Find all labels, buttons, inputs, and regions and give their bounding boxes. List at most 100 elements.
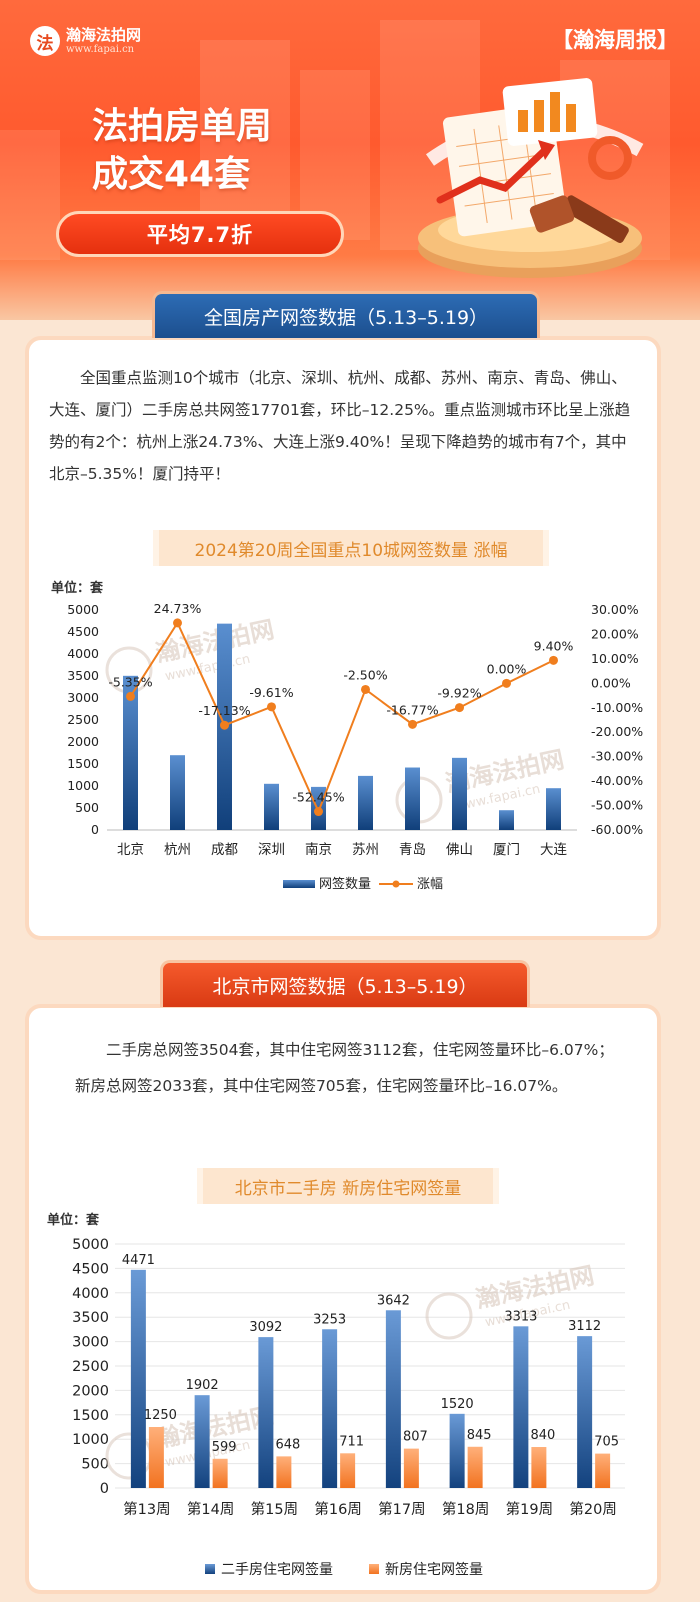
growth-data-label: -52.45%	[292, 790, 344, 805]
x-tick-label: 成都	[211, 842, 238, 858]
y-tick-label: 1000	[72, 1432, 109, 1448]
bar-new-label: 705	[594, 1435, 619, 1450]
bar-苏州	[358, 775, 373, 830]
x-tick-label: 北京	[117, 842, 144, 858]
average-discount-pill: 平均7.7折	[56, 211, 344, 257]
bar-new-label: 1250	[144, 1408, 177, 1423]
bar-new-第15周	[276, 1456, 292, 1488]
national-data-card: 全国重点监测10个城市（北京、深圳、杭州、成都、苏州、南京、青岛、佛山、大连、厦…	[25, 336, 661, 940]
growth-point-南京	[314, 807, 323, 817]
growth-point-成都	[220, 720, 229, 730]
chart2-title: 北京市二手房 新房住宅网签量	[197, 1168, 499, 1204]
y-tick-label: 1500	[72, 1408, 109, 1424]
growth-data-label: -2.50%	[343, 667, 387, 682]
bar-new-第14周	[212, 1458, 228, 1488]
y-tick-label: 500	[81, 1457, 109, 1473]
growth-point-厦门	[502, 678, 511, 688]
growth-point-北京	[126, 691, 135, 701]
legend-resale-label: 二手房住宅网签量	[221, 1561, 333, 1578]
bar-resale-第17周	[385, 1310, 401, 1488]
legend-bar-label: 网签数量	[319, 876, 371, 892]
national-summary-text: 全国重点监测10个城市（北京、深圳、杭州、成都、苏州、南京、青岛、佛山、大连、厦…	[49, 369, 631, 483]
x-tick-label: 第14周	[187, 1500, 234, 1518]
y-right-tick-label: 20.00%	[591, 626, 639, 641]
bar-new-第16周	[340, 1453, 356, 1488]
bar-new-label: 840	[530, 1428, 555, 1443]
growth-point-深圳	[267, 702, 276, 712]
y-tick-label: 3500	[72, 1310, 109, 1326]
hero-title-line1: 法拍房单周	[92, 106, 273, 147]
beijing-bar-chart: 单位：套 0 500 1000 1500 2000 2500 3000 3500 4000 4500…	[47, 1212, 625, 1578]
y-right-tick-label: 10.00%	[591, 651, 639, 666]
bar-resale-label: 1902	[186, 1378, 219, 1393]
legend-bar-swatch	[283, 880, 315, 888]
bar-resale-label: 3253	[313, 1312, 346, 1327]
bar-new-第19周	[531, 1447, 547, 1488]
bar-new-第13周	[148, 1427, 164, 1488]
y-tick-label: 3000	[72, 1335, 109, 1351]
bar-new-第17周	[403, 1448, 419, 1488]
x-tick-label: 苏州	[352, 842, 379, 858]
legend-resale-swatch	[205, 1564, 215, 1574]
growth-data-label: -9.92%	[437, 686, 481, 701]
logo-url: www.fapai.cn	[66, 43, 135, 55]
watermark-seal-icon	[425, 1292, 473, 1340]
growth-point-杭州	[173, 618, 182, 628]
growth-data-label: -9.61%	[249, 685, 293, 700]
legend-line-marker	[392, 880, 400, 888]
bar-resale-label: 4471	[122, 1253, 155, 1268]
growth-point-佛山	[455, 703, 464, 713]
x-tick-label: 第18周	[442, 1500, 489, 1518]
bar-佛山	[452, 757, 467, 830]
chart1-title: 2024第20周全国重点10城网签数量 涨幅	[153, 530, 549, 566]
beijing-summary-text: 二手房总网签3504套，其中住宅网签3112套，住宅网签量环比–6.07%；新房…	[75, 1041, 614, 1095]
x-tick-label: 佛山	[446, 842, 473, 858]
bar-青岛	[405, 767, 420, 830]
weekly-tag: 【瀚海周报】	[552, 28, 678, 52]
growth-point-青岛	[408, 719, 417, 729]
x-tick-label: 厦门	[493, 842, 520, 858]
x-tick-label: 第19周	[506, 1500, 553, 1518]
bar-resale-第14周	[194, 1395, 210, 1488]
y-tick-label: 0	[100, 1481, 109, 1497]
bar-new-label: 599	[212, 1440, 237, 1455]
x-tick-label: 第20周	[569, 1500, 616, 1518]
growth-data-label: -17.13%	[198, 703, 250, 718]
growth-point-苏州	[361, 684, 370, 694]
y-left-tick-label: 3000	[67, 690, 99, 705]
bar-杭州	[170, 755, 185, 830]
bar-new-label: 711	[339, 1434, 364, 1449]
bar-new-label: 807	[403, 1430, 428, 1445]
legend-new-label: 新房住宅网签量	[385, 1561, 483, 1578]
x-tick-label: 第17周	[378, 1500, 425, 1518]
national-bar-line-chart: 单位：套 0 500 1000 1500 2000 2500 3000 3500 4000 4500…	[51, 580, 643, 892]
hero-title: 法拍房单周 成交44套	[92, 103, 272, 199]
y-right-tick-label: -20.00%	[591, 724, 643, 739]
y-left-tick-label: 0	[91, 822, 99, 837]
bar-resale-第18周	[449, 1413, 465, 1488]
bar-resale-第16周	[322, 1329, 338, 1488]
bar-厦门	[499, 810, 514, 830]
brand-logo[interactable]: 法 瀚海法拍网 www.fapai.cn	[30, 26, 141, 56]
y-left-tick-label: 4000	[67, 646, 99, 661]
bar-resale-第15周	[258, 1337, 274, 1488]
y-left-tick-label: 2000	[67, 734, 99, 749]
growth-data-label: 24.73%	[154, 601, 202, 616]
growth-line	[129, 620, 554, 815]
x-tick-label: 大连	[540, 842, 568, 858]
logo-mark: 法	[30, 26, 60, 56]
y-left-tick-label: 2500	[67, 712, 99, 727]
y-left-tick-label: 500	[75, 800, 99, 815]
x-tick-label: 青岛	[399, 842, 426, 858]
bar-大连	[546, 788, 561, 830]
logo-name: 瀚海法拍网	[66, 25, 142, 44]
y-tick-label: 5000	[72, 1237, 109, 1253]
y-tick-label: 4500	[72, 1261, 109, 1277]
y-right-tick-label: -40.00%	[591, 773, 643, 788]
growth-point-大连	[549, 655, 558, 665]
y-left-tick-label: 4500	[67, 624, 99, 639]
y-left-tick-label: 1000	[67, 778, 99, 793]
bar-北京	[123, 675, 138, 830]
bar-resale-第19周	[513, 1326, 529, 1488]
y-right-tick-label: -50.00%	[591, 798, 643, 813]
